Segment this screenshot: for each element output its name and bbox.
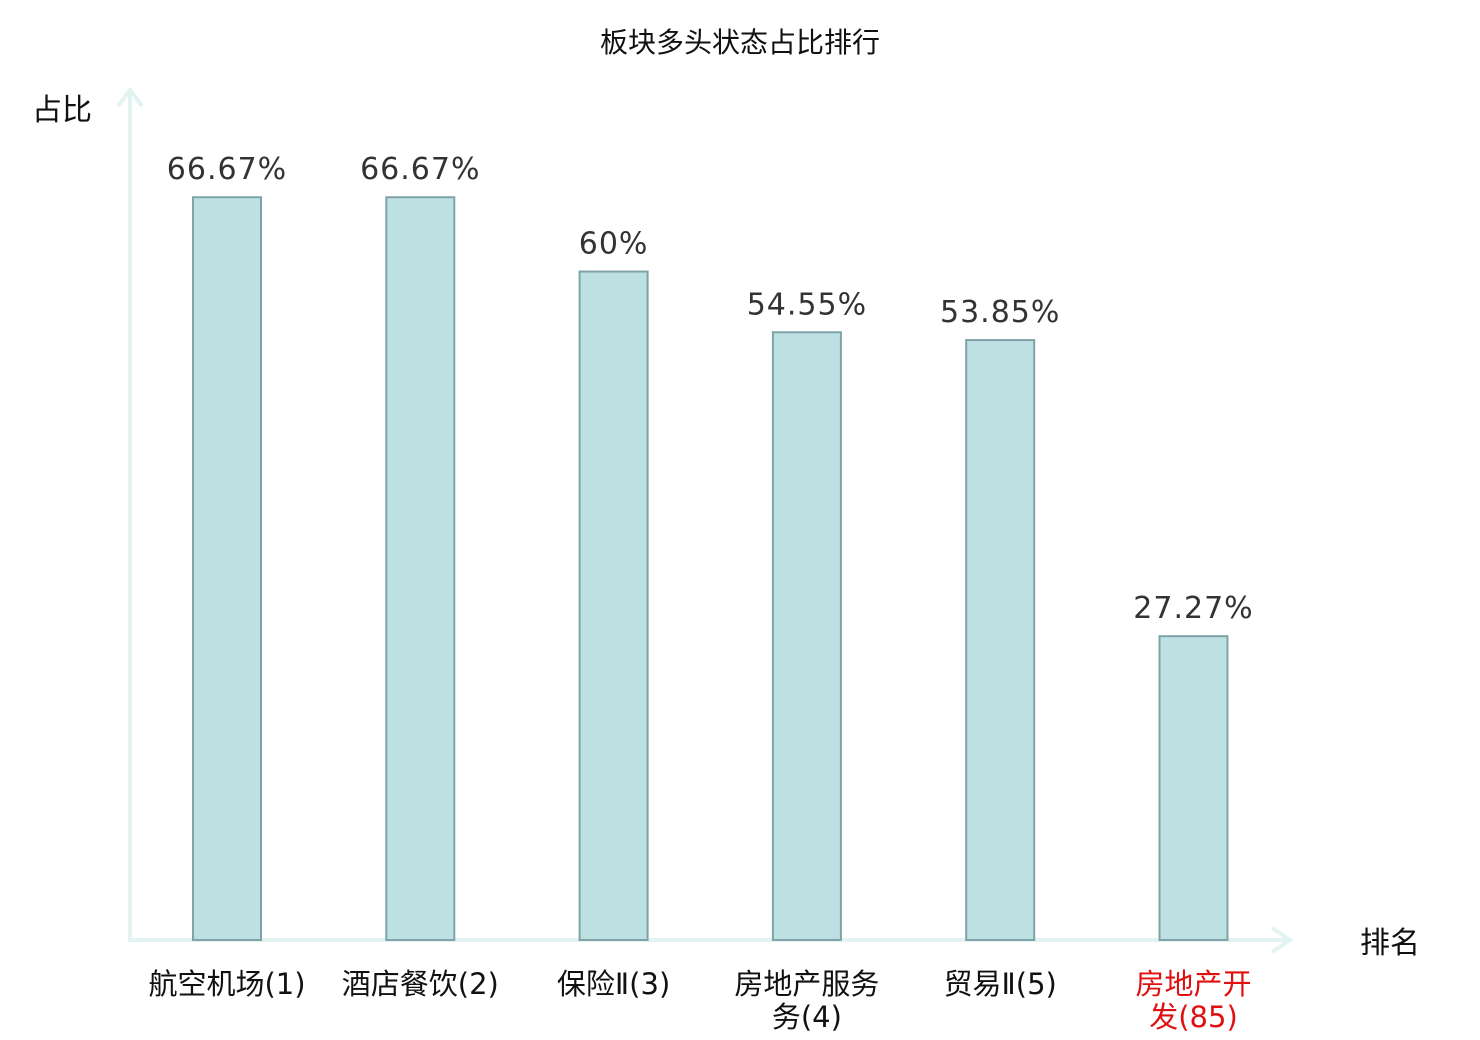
category-label-line: 房地产服务 xyxy=(734,967,879,1001)
value-label: 54.55% xyxy=(747,287,867,322)
category-label-line: 航空机场(1) xyxy=(148,967,305,1001)
category-label: 房地产开发(85) xyxy=(1135,967,1251,1034)
bar xyxy=(771,331,842,942)
value-label: 53.85% xyxy=(940,295,1060,330)
bar xyxy=(965,339,1036,941)
bar xyxy=(1158,635,1229,941)
category-label-line: 保险Ⅱ(3) xyxy=(557,967,670,1001)
category-label-line: 贸易Ⅱ(5) xyxy=(944,967,1057,1001)
value-label: 66.67% xyxy=(167,152,287,187)
value-label: 66.67% xyxy=(360,152,480,187)
y-axis-arrow xyxy=(116,86,144,108)
category-label: 贸易Ⅱ(5) xyxy=(944,967,1057,1001)
category-label-line: 务(4) xyxy=(772,1000,842,1034)
value-labels-group: 66.67% 66.67% 60% 54.55% 53.85% 27.27% xyxy=(167,152,1253,626)
y-axis-label: 占比 xyxy=(32,93,92,128)
x-axis xyxy=(128,926,1294,954)
value-label: 27.27% xyxy=(1133,591,1253,626)
category-label-line: 酒店餐饮(2) xyxy=(342,967,499,1001)
category-label: 酒店餐饮(2) xyxy=(342,967,499,1001)
category-label: 房地产服务务(4) xyxy=(734,967,879,1034)
chart-title: 板块多头状态占比排行 xyxy=(600,26,880,59)
bars-group xyxy=(192,196,1229,942)
category-label-line: 房地产开 xyxy=(1135,967,1251,1001)
x-axis-label: 排名 xyxy=(1360,926,1420,961)
bar xyxy=(192,196,262,941)
category-label-line: 发(85) xyxy=(1149,1000,1238,1034)
bar xyxy=(385,196,456,941)
y-axis xyxy=(116,86,144,940)
bar xyxy=(578,270,649,941)
category-label: 航空机场(1) xyxy=(148,967,305,1001)
x-axis-arrow xyxy=(1270,926,1294,954)
value-label: 60% xyxy=(579,227,649,262)
category-labels-group: 航空机场(1) 酒店餐饮(2) 保险Ⅱ(3) 房地产服务务(4) 贸易Ⅱ(5) 房地产开发… xyxy=(148,967,1251,1034)
category-label: 保险Ⅱ(3) xyxy=(557,967,670,1001)
